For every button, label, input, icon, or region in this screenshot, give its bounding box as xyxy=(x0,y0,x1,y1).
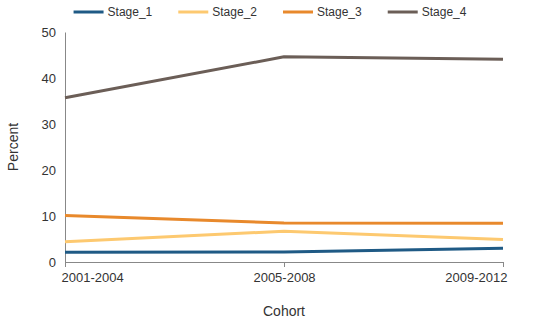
x-tick-label: 2009-2012 xyxy=(445,270,507,285)
legend-swatch xyxy=(74,11,104,14)
x-tick-mark xyxy=(503,262,504,267)
x-tick-mark xyxy=(65,262,66,267)
x-axis-title: Cohort xyxy=(263,303,305,319)
y-axis-line xyxy=(65,33,66,263)
y-tick: 30 xyxy=(42,117,65,132)
legend-item: Stage_1 xyxy=(74,5,153,19)
y-tick: 40 xyxy=(42,71,65,86)
legend-label: Stage_1 xyxy=(108,5,153,19)
y-tick-label: 40 xyxy=(42,71,56,86)
y-tick: 0 xyxy=(49,255,65,270)
x-tick: 2009-2012 xyxy=(445,262,507,285)
x-tick-mark xyxy=(284,262,285,267)
legend-item: Stage_3 xyxy=(283,5,362,19)
y-tick: 20 xyxy=(42,163,65,178)
legend-label: Stage_2 xyxy=(212,5,257,19)
legend-swatch xyxy=(178,11,208,14)
x-tick: 2005-2008 xyxy=(253,262,315,285)
plot: 0 10 20 30 40 50 2001-2004 2005-2008 2009-2012 xyxy=(42,25,508,286)
series-line xyxy=(65,248,503,252)
y-axis: 0 10 20 30 40 50 xyxy=(42,25,66,270)
legend-label: Stage_3 xyxy=(317,5,362,19)
series-line xyxy=(65,57,503,98)
y-tick-label: 50 xyxy=(42,25,56,40)
x-tick-label: 2001-2004 xyxy=(62,270,124,285)
x-tick-label: 2005-2008 xyxy=(253,270,315,285)
legend-swatch xyxy=(283,11,313,14)
y-tick: 10 xyxy=(42,209,65,224)
x-axis: 2001-2004 2005-2008 2009-2012 xyxy=(62,262,508,285)
chart: 0 10 20 30 40 50 2001-2004 2005-2008 2009-2012 Co… xyxy=(0,0,540,324)
y-tick-label: 30 xyxy=(42,117,56,132)
legend-swatch xyxy=(388,11,418,14)
x-tick: 2001-2004 xyxy=(62,262,124,285)
y-tick: 50 xyxy=(42,25,65,40)
legend-item: Stage_2 xyxy=(178,5,257,19)
series-group xyxy=(65,57,503,253)
legend-label: Stage_4 xyxy=(422,5,467,19)
series-line xyxy=(65,216,503,224)
y-axis-title: Percent xyxy=(5,123,21,171)
legend: Stage_1 Stage_2 Stage_3 Stage_4 xyxy=(74,5,467,19)
y-tick-label: 10 xyxy=(42,209,56,224)
y-tick-label: 20 xyxy=(42,163,56,178)
series-line xyxy=(65,231,503,242)
legend-item: Stage_4 xyxy=(388,5,467,19)
y-tick-label: 0 xyxy=(49,255,56,270)
